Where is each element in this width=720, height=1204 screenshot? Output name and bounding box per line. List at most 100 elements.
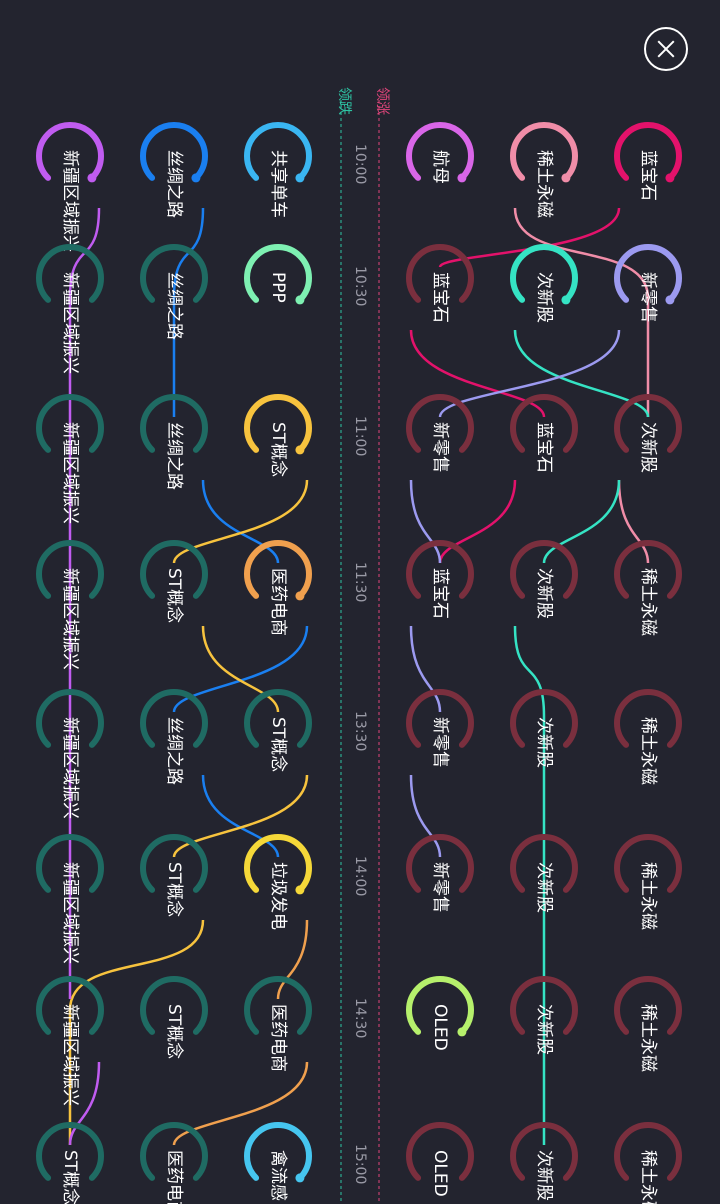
rise-concept-bubble[interactable]: 蓝宝石	[614, 122, 682, 201]
bubble-dot	[295, 445, 305, 455]
rise-concept-bubble[interactable]: 稀土永磁	[614, 689, 682, 785]
rise-concept-bubble[interactable]: 稀土永磁	[614, 834, 682, 930]
rise-concept-bubble[interactable]: 新零售	[406, 394, 474, 473]
concept-name: ST概念	[268, 422, 289, 477]
rise-header-label: 领涨	[374, 87, 390, 115]
rise-concept-bubble[interactable]: 航母	[406, 122, 474, 184]
bubble-ring	[614, 244, 682, 303]
bubble-ring	[614, 689, 682, 748]
fall-concept-bubble[interactable]: 新疆区域振兴	[36, 394, 104, 524]
concept-name: 垃圾发电	[268, 862, 288, 930]
rise-concept-bubble[interactable]: 新零售	[406, 834, 474, 913]
concept-name: 新疆区域振兴	[60, 272, 80, 374]
fall-concept-bubble[interactable]: 医药电商	[244, 976, 312, 1072]
rise-concept-bubble[interactable]: 次新股	[510, 1122, 578, 1201]
time-label: 10:00	[352, 144, 368, 184]
concept-name: 新零售	[430, 422, 450, 473]
fall-concept-bubble[interactable]: 新疆区域振兴	[36, 834, 104, 964]
flow-segment	[172, 207, 205, 417]
flow-segment	[438, 329, 621, 418]
fall-concept-bubble[interactable]: 新疆区域振兴	[36, 976, 104, 1106]
rise-concept-bubble[interactable]: 新零售	[614, 244, 682, 323]
bubble-ring	[140, 834, 208, 893]
concept-name: ST概念	[60, 1150, 81, 1204]
bubble-ring	[36, 689, 104, 748]
fall-concept-bubble[interactable]: ST概念	[36, 1122, 104, 1204]
bubble-ring	[510, 244, 578, 303]
fall-concept-bubble[interactable]: 丝绸之路	[140, 689, 208, 785]
fall-concept-bubble[interactable]: 丝绸之路	[140, 394, 208, 490]
rise-concept-bubble[interactable]: 蓝宝石	[406, 244, 474, 323]
bubble-ring	[36, 394, 104, 453]
bubble-ring	[244, 540, 312, 599]
fall-concept-bubble[interactable]: ST概念	[140, 540, 208, 623]
fall-concept-bubble[interactable]: 禽流感	[244, 1122, 312, 1201]
rise-concept-bubble[interactable]: OLED	[406, 1122, 474, 1197]
time-label: 14:30	[352, 998, 368, 1038]
rise-concept-bubble[interactable]: 蓝宝石	[406, 540, 474, 619]
fall-concept-bubble[interactable]: 新疆区域振兴	[36, 122, 104, 252]
rise-concept-bubble[interactable]: 次新股	[510, 834, 578, 913]
rise-concept-bubble[interactable]: OLED	[406, 976, 474, 1051]
bubble-ring	[140, 394, 208, 453]
fall-concept-bubble[interactable]: 共享单车	[244, 122, 312, 218]
rise-concept-bubble[interactable]: 次新股	[510, 244, 578, 323]
fall-concept-bubble[interactable]: 新疆区域振兴	[36, 540, 104, 670]
concept-name: 新疆区域振兴	[60, 1004, 80, 1106]
concept-name: 医药电商	[164, 1150, 184, 1204]
concept-name: 次新股	[534, 862, 554, 913]
fall-concept-bubble[interactable]: 垃圾发电	[244, 834, 312, 930]
fall-concept-bubble[interactable]: ST概念	[244, 394, 312, 477]
rise-concept-bubble[interactable]: 次新股	[510, 540, 578, 619]
rise-concept-bubble[interactable]: 稀土永磁	[614, 1122, 682, 1204]
bubble-ring	[614, 834, 682, 893]
bubble-ring	[140, 540, 208, 599]
rise-concept-bubble[interactable]: 稀土永磁	[510, 122, 578, 218]
fall-concept-bubble[interactable]: 新疆区域振兴	[36, 689, 104, 819]
flow-segment	[172, 479, 309, 564]
flow-segment	[409, 625, 442, 713]
flow-line	[409, 329, 621, 858]
rise-concept-bubble[interactable]: 新零售	[406, 689, 474, 768]
flow-segment	[172, 1061, 309, 1146]
fall-concept-bubble[interactable]: PPP	[244, 244, 312, 305]
fall-concept-bubble[interactable]: 新疆区域振兴	[36, 244, 104, 374]
fall-concept-bubble[interactable]: 医药电商	[244, 540, 312, 636]
concept-name: 新疆区域振兴	[60, 717, 80, 819]
rise-concept-bubble[interactable]: 稀土永磁	[614, 540, 682, 636]
flow-line	[513, 329, 650, 1145]
concept-name: 稀土永磁	[638, 1004, 658, 1072]
rise-concept-bubble[interactable]: 蓝宝石	[510, 394, 578, 473]
bubble-ring	[244, 834, 312, 893]
rise-concept-bubble[interactable]: 次新股	[510, 689, 578, 768]
bubble-ring	[140, 1122, 208, 1181]
close-button[interactable]	[644, 27, 688, 71]
flow-segment	[409, 479, 442, 564]
rise-concept-bubble[interactable]: 稀土永磁	[614, 976, 682, 1072]
bubble-dot	[87, 173, 97, 183]
bubble-ring	[36, 540, 104, 599]
bubble-ring	[614, 394, 682, 453]
bubble-dot	[295, 173, 305, 183]
concept-name: 蓝宝石	[430, 568, 450, 619]
bubble-ring	[244, 244, 312, 303]
concept-name: 新零售	[430, 862, 450, 913]
fall-concept-bubble[interactable]: 丝绸之路	[140, 244, 208, 340]
concept-name: 次新股	[534, 1150, 554, 1201]
fall-concept-bubble[interactable]: ST概念	[244, 689, 312, 772]
bubble-ring	[244, 1122, 312, 1181]
fall-concept-bubble[interactable]: 丝绸之路	[140, 122, 208, 218]
time-label: 11:00	[352, 416, 368, 456]
bubble-ring	[406, 122, 474, 181]
flow-segment	[68, 1061, 101, 1146]
fall-concept-bubble[interactable]: 医药电商	[140, 1122, 208, 1204]
concept-name: 蓝宝石	[430, 272, 450, 323]
fall-concept-bubble[interactable]: ST概念	[140, 834, 208, 917]
rise-concept-bubble[interactable]: 次新股	[614, 394, 682, 473]
rise-concept-bubble[interactable]: 次新股	[510, 976, 578, 1055]
fall-header-label: 领跌	[336, 87, 352, 115]
fall-concept-bubble[interactable]: ST概念	[140, 976, 208, 1059]
flow-segment	[513, 625, 546, 1145]
